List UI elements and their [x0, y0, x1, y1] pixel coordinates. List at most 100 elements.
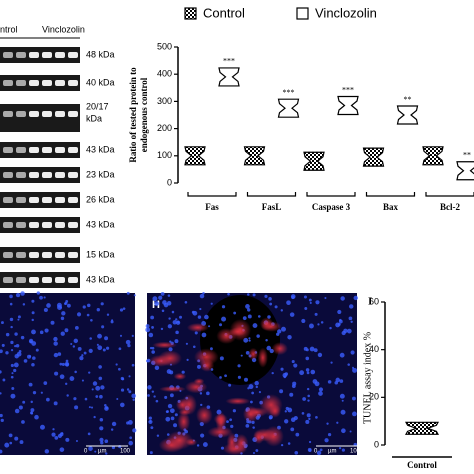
blot-band	[3, 222, 13, 228]
nucleus	[95, 385, 101, 391]
nucleus	[318, 387, 324, 392]
nucleus	[303, 346, 308, 351]
blot-strip	[0, 272, 80, 288]
box	[405, 421, 439, 435]
nucleus	[75, 439, 78, 443]
blot-band	[29, 197, 39, 203]
nucleus	[255, 449, 259, 452]
nucleus	[230, 424, 234, 429]
stain	[184, 380, 208, 394]
nucleus	[106, 346, 110, 350]
nucleus	[40, 424, 45, 430]
blot-band	[16, 111, 26, 117]
nucleus	[145, 327, 151, 333]
blot-band	[16, 252, 26, 258]
y-tick-label: 400	[157, 69, 172, 79]
nucleus	[16, 351, 22, 357]
nucleus	[306, 387, 310, 391]
nucleus	[167, 324, 173, 329]
nucleus	[348, 304, 354, 309]
nucleus	[280, 367, 284, 371]
nucleus	[131, 393, 136, 399]
nucleus	[294, 450, 299, 455]
nucleus	[66, 394, 69, 397]
nucleus	[57, 352, 62, 356]
nucleus	[304, 307, 308, 310]
nucleus	[66, 303, 71, 308]
nucleus	[219, 356, 224, 361]
nucleus	[61, 311, 66, 316]
blot-band	[29, 111, 39, 117]
nucleus	[1, 321, 4, 325]
blot-band	[29, 277, 39, 283]
nucleus	[118, 347, 122, 351]
y-tick-label: 40	[369, 344, 379, 354]
nucleus	[97, 345, 103, 351]
nucleus	[192, 310, 198, 316]
nucleus	[237, 364, 241, 368]
nucleus	[327, 380, 332, 384]
nucleus	[65, 359, 69, 363]
nucleus	[167, 403, 173, 409]
nucleus	[83, 351, 87, 355]
kda-label: 40 kDa	[86, 77, 115, 87]
legend-label: Vinclozolin	[315, 5, 377, 20]
nucleus	[299, 370, 305, 376]
nucleus	[232, 409, 236, 413]
nucleus	[129, 436, 133, 440]
stain	[207, 426, 233, 438]
nucleus	[308, 417, 311, 421]
scale-label: 100	[350, 449, 361, 455]
nucleus	[318, 391, 323, 396]
nucleus	[56, 302, 62, 308]
nucleus	[305, 419, 310, 424]
blot-band	[68, 80, 78, 86]
nucleus	[228, 383, 232, 387]
nucleus	[111, 445, 116, 450]
nucleus	[10, 375, 14, 379]
nucleus	[57, 433, 63, 439]
y-tick-label: 60	[369, 296, 379, 306]
nucleus	[59, 447, 65, 452]
nucleus	[280, 309, 283, 312]
blot-band	[16, 147, 26, 153]
nucleus	[309, 301, 312, 305]
kda-label: 43 kDa	[86, 144, 115, 154]
nucleus	[280, 444, 284, 447]
nucleus	[0, 413, 3, 418]
blot-band	[29, 172, 39, 178]
nucleus	[287, 442, 291, 445]
nucleus	[170, 416, 175, 421]
nucleus	[9, 317, 14, 322]
nucleus	[337, 309, 342, 315]
stain	[175, 398, 189, 412]
nucleus	[269, 302, 273, 306]
nucleus	[84, 397, 88, 401]
nucleus	[46, 397, 50, 402]
nucleus	[43, 381, 48, 385]
nucleus	[23, 359, 28, 363]
nucleus	[59, 362, 63, 366]
blot-band	[68, 277, 78, 283]
nucleus	[149, 451, 153, 455]
nucleus	[121, 377, 125, 381]
nucleus	[326, 422, 329, 425]
blot-band	[55, 252, 65, 258]
blot-band	[16, 277, 26, 283]
nucleus	[0, 349, 3, 354]
blot-band	[42, 197, 52, 203]
blot-band	[68, 222, 78, 228]
nucleus	[315, 300, 320, 305]
blot-band	[16, 80, 26, 86]
stain	[194, 348, 219, 366]
blot-band	[55, 52, 65, 58]
nucleus	[53, 341, 58, 346]
x-tick-label: Fas	[205, 202, 219, 212]
nucleus	[2, 378, 6, 382]
nucleus	[307, 394, 310, 398]
nucleus	[5, 332, 10, 337]
nucleus	[240, 354, 243, 357]
nucleus	[87, 303, 91, 308]
nucleus	[44, 449, 50, 454]
stain	[248, 347, 259, 361]
